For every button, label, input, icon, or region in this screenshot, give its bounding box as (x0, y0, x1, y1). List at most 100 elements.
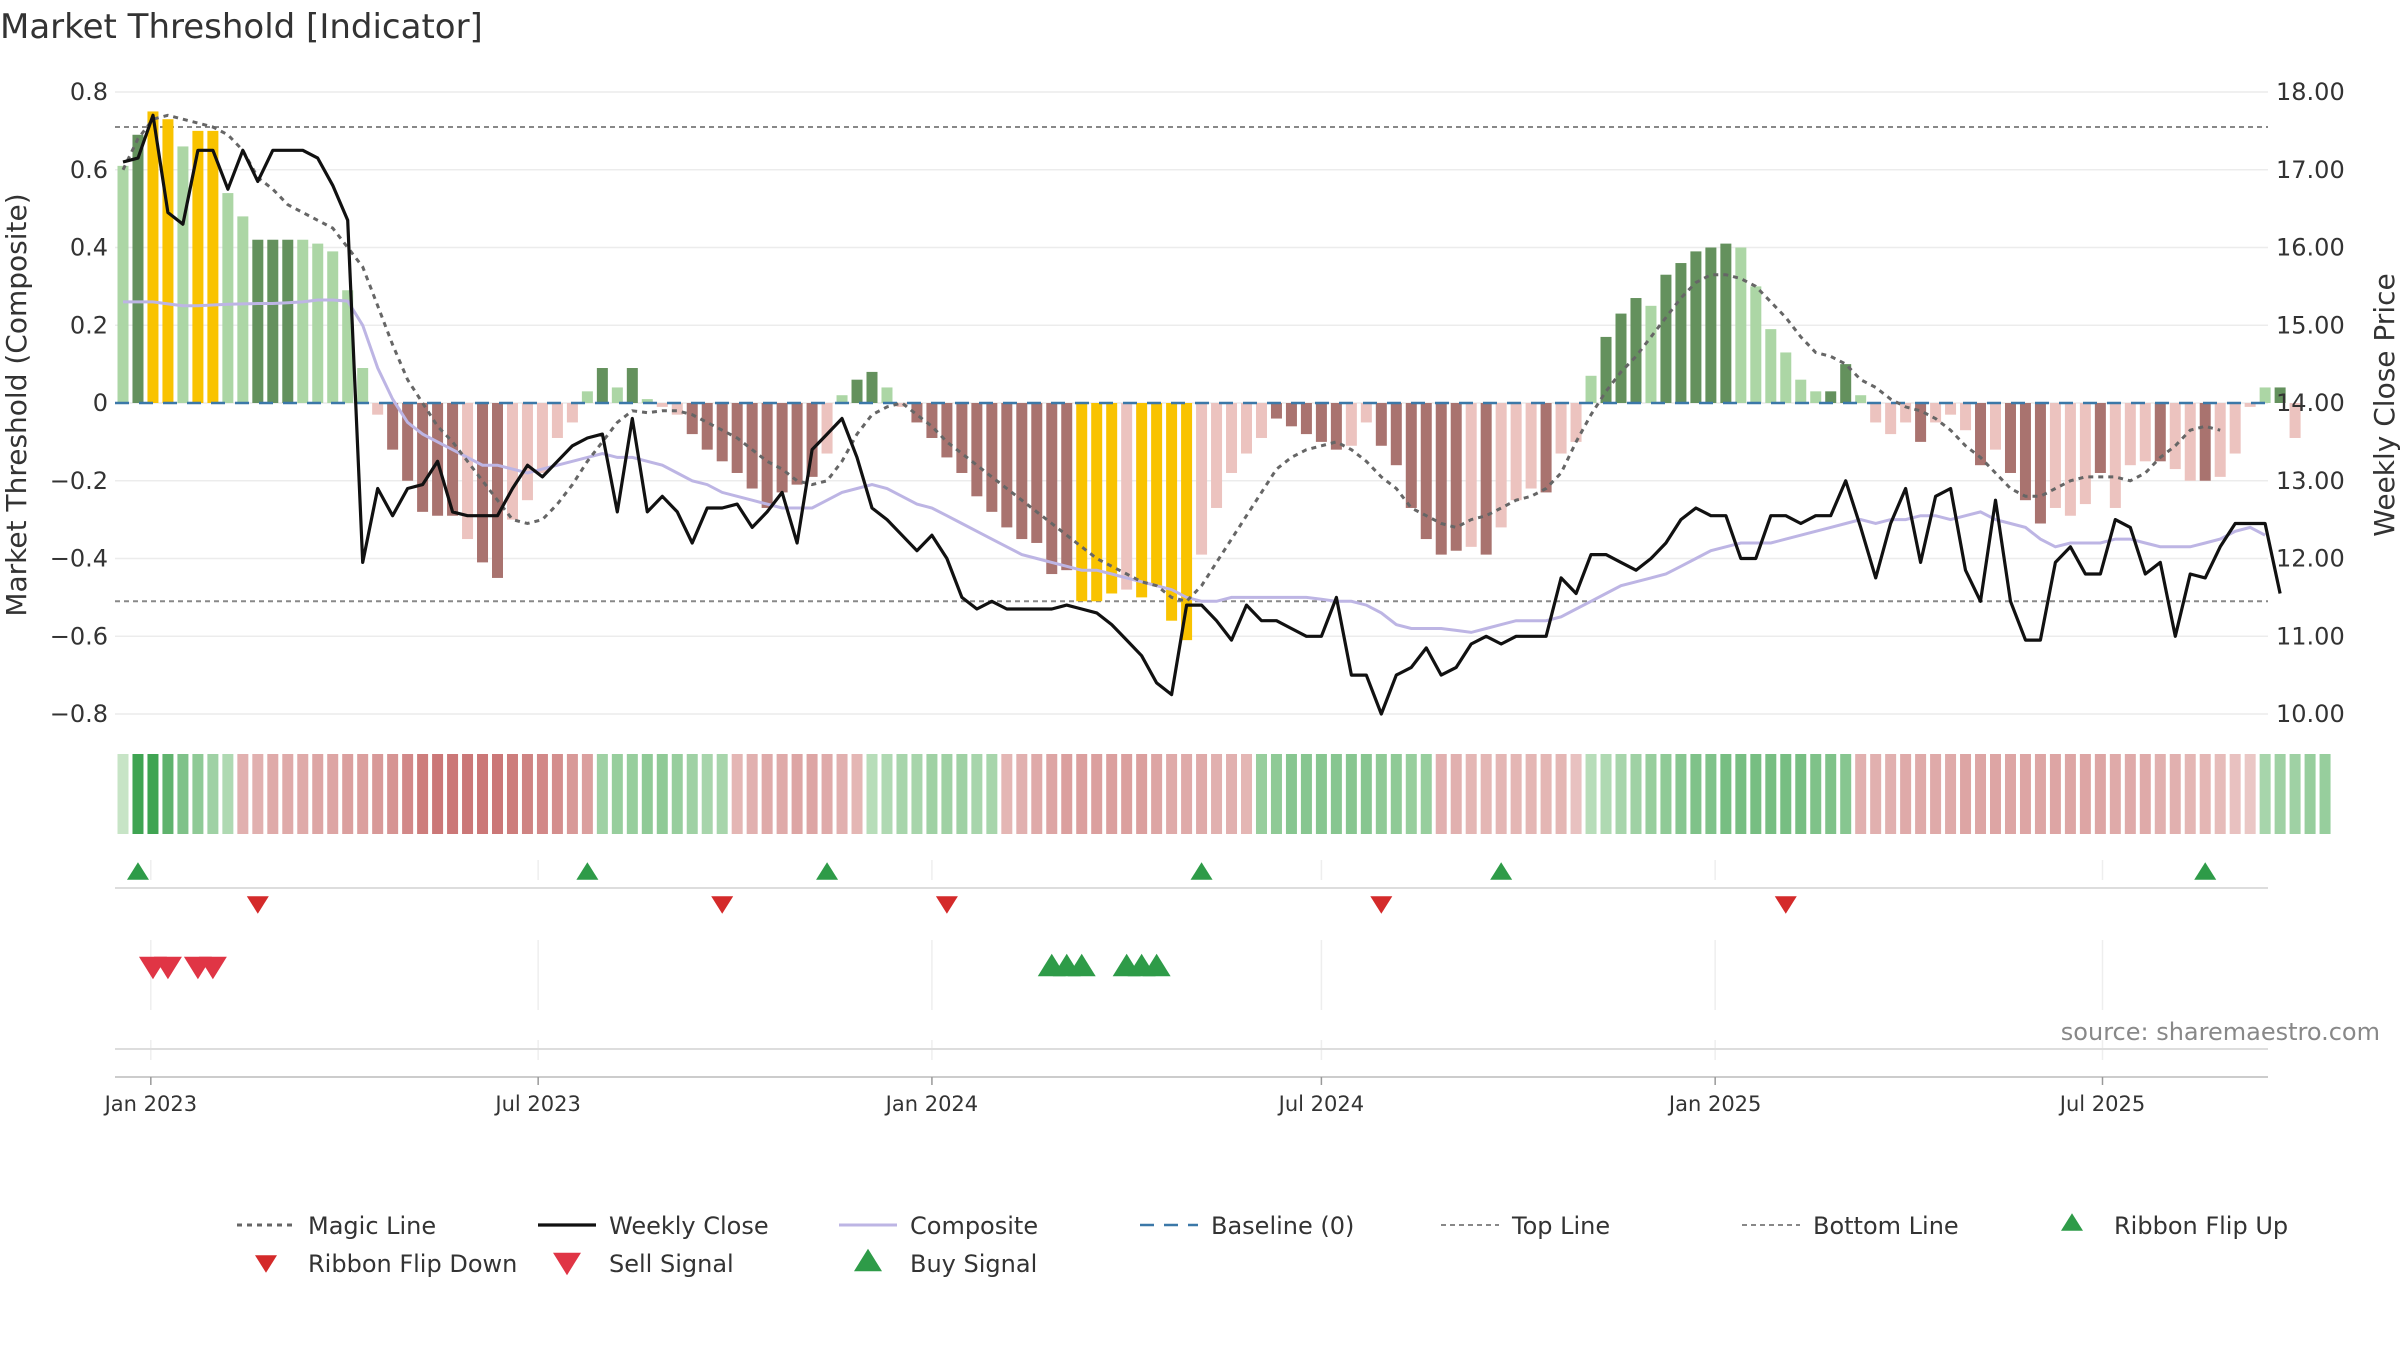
ribbon-flip-down-marker (1774, 896, 1797, 914)
ribbon-cell (1196, 754, 1208, 834)
ribbon-cell (192, 754, 204, 834)
composite-bar (207, 130, 219, 403)
composite-bar (2214, 403, 2226, 477)
y-tick-left: 0 (93, 389, 108, 417)
ribbon-cell (1330, 754, 1342, 834)
composite-bar (2109, 403, 2121, 508)
composite-bar (1900, 403, 1912, 423)
x-tick-label: Jul 2023 (493, 1092, 580, 1116)
y-tick-left: 0.8 (70, 78, 108, 106)
composite-bar (656, 403, 668, 407)
composite-bar (1930, 403, 1942, 423)
ribbon-cell (1360, 754, 1372, 834)
legend-item: Ribbon Flip Up (2061, 1212, 2288, 1240)
ribbon-cell (671, 754, 683, 834)
composite-bar (581, 391, 593, 403)
ribbon-cell (1435, 754, 1447, 834)
composite-bar (506, 403, 518, 520)
ribbon-cell (372, 754, 384, 834)
ribbon-cell (2214, 754, 2226, 834)
y-axis-right-label: Weekly Close Price (2368, 273, 2400, 536)
composite-bar (1091, 403, 1103, 602)
ribbon-cell (1285, 754, 1297, 834)
legend-label: Composite (910, 1212, 1038, 1240)
composite-bar (1405, 403, 1417, 508)
composite-bar (417, 403, 429, 512)
x-tick-label: Jan 2023 (103, 1092, 198, 1116)
composite-bar (1450, 403, 1462, 551)
x-tick-label: Jul 2024 (1277, 1092, 1364, 1116)
buy-signal-marker (1067, 953, 1096, 977)
ribbon-cell (312, 754, 324, 834)
ribbon-cell (492, 754, 503, 834)
ribbon-cell (2064, 754, 2076, 834)
composite-bar (1570, 403, 1582, 442)
composite-bar (896, 403, 908, 407)
composite-bar (626, 368, 638, 403)
ribbon-cell (1555, 754, 1567, 834)
ribbon-cell (506, 754, 518, 834)
composite-bar (1031, 403, 1043, 543)
ribbon-cell (596, 754, 608, 834)
x-tick-label: Jan 2025 (1667, 1092, 1762, 1116)
composite-bar (372, 403, 384, 415)
ribbon-cell (1390, 754, 1402, 834)
legend-item: Sell Signal (553, 1250, 734, 1278)
composite-bar (432, 403, 444, 516)
y-tick-right: 14.00 (2276, 389, 2345, 417)
composite-bar (1660, 274, 1672, 403)
ribbon-cell (1810, 754, 1822, 834)
ribbon-cell (806, 754, 818, 834)
composite-bar (1226, 403, 1238, 473)
legend-label: Buy Signal (910, 1250, 1037, 1278)
composite-bar (1555, 403, 1567, 454)
composite-bar (1915, 403, 1927, 442)
ribbon-cell (342, 754, 354, 834)
composite-bar (387, 403, 399, 450)
y-tick-left: −0.8 (50, 700, 108, 728)
ribbon-cell (731, 754, 743, 834)
ribbon-cell (611, 754, 623, 834)
composite-bar (536, 403, 548, 473)
composite-bar (776, 403, 788, 493)
composite-bar (611, 387, 623, 403)
composite-line (123, 298, 2266, 634)
composite-bar (162, 119, 174, 404)
ribbon-cell (1480, 754, 1492, 834)
composite-bar (1196, 403, 1208, 555)
composite-bar (2139, 403, 2151, 462)
ribbon-cell (1585, 754, 1597, 834)
ribbon-cell (1016, 754, 1028, 834)
ribbon-cell (117, 754, 129, 834)
ribbon-cell (1540, 754, 1552, 834)
y-tick-left: 0.4 (70, 234, 108, 262)
composite-bar (1600, 336, 1612, 403)
composite-bar (1046, 403, 1058, 575)
legend-label: Ribbon Flip Down (308, 1250, 517, 1278)
composite-bar (671, 403, 683, 415)
composite-bar (566, 403, 578, 423)
ribbon-cell (986, 754, 998, 834)
composite-bar (192, 130, 204, 403)
legend-item: Top Line (1441, 1212, 1610, 1240)
ribbon-cell (1450, 754, 1462, 834)
composite-bar (851, 379, 863, 403)
ribbon-cell (1795, 754, 1807, 834)
ribbon-cell (1780, 754, 1792, 834)
composite-bar (701, 403, 713, 450)
ribbon-cell (2199, 754, 2211, 834)
ribbon-cell (1765, 754, 1777, 834)
composite-bar (2199, 403, 2211, 481)
y-axis-left: 0.8 0.6 0.4 0.2 0 −0.2 −0.4 −0.6 −0.8 (50, 78, 108, 728)
y-tick-right: 17.00 (2276, 156, 2345, 184)
weekly-close-line (122, 113, 2282, 716)
ribbon-cell (237, 754, 249, 834)
y-axis-left-label: Market Threshold (Composite) (0, 193, 33, 616)
ribbon-cell (1300, 754, 1312, 834)
composite-bar (1330, 403, 1342, 450)
legend-label: Bottom Line (1813, 1212, 1959, 1240)
ribbon-cell (521, 754, 533, 834)
composite-bar (342, 290, 354, 403)
ribbon-cell (2154, 754, 2166, 834)
ribbon-cell (2034, 754, 2046, 834)
